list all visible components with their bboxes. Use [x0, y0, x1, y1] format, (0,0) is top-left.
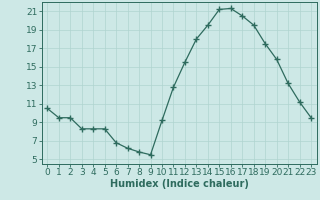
X-axis label: Humidex (Indice chaleur): Humidex (Indice chaleur): [110, 179, 249, 189]
